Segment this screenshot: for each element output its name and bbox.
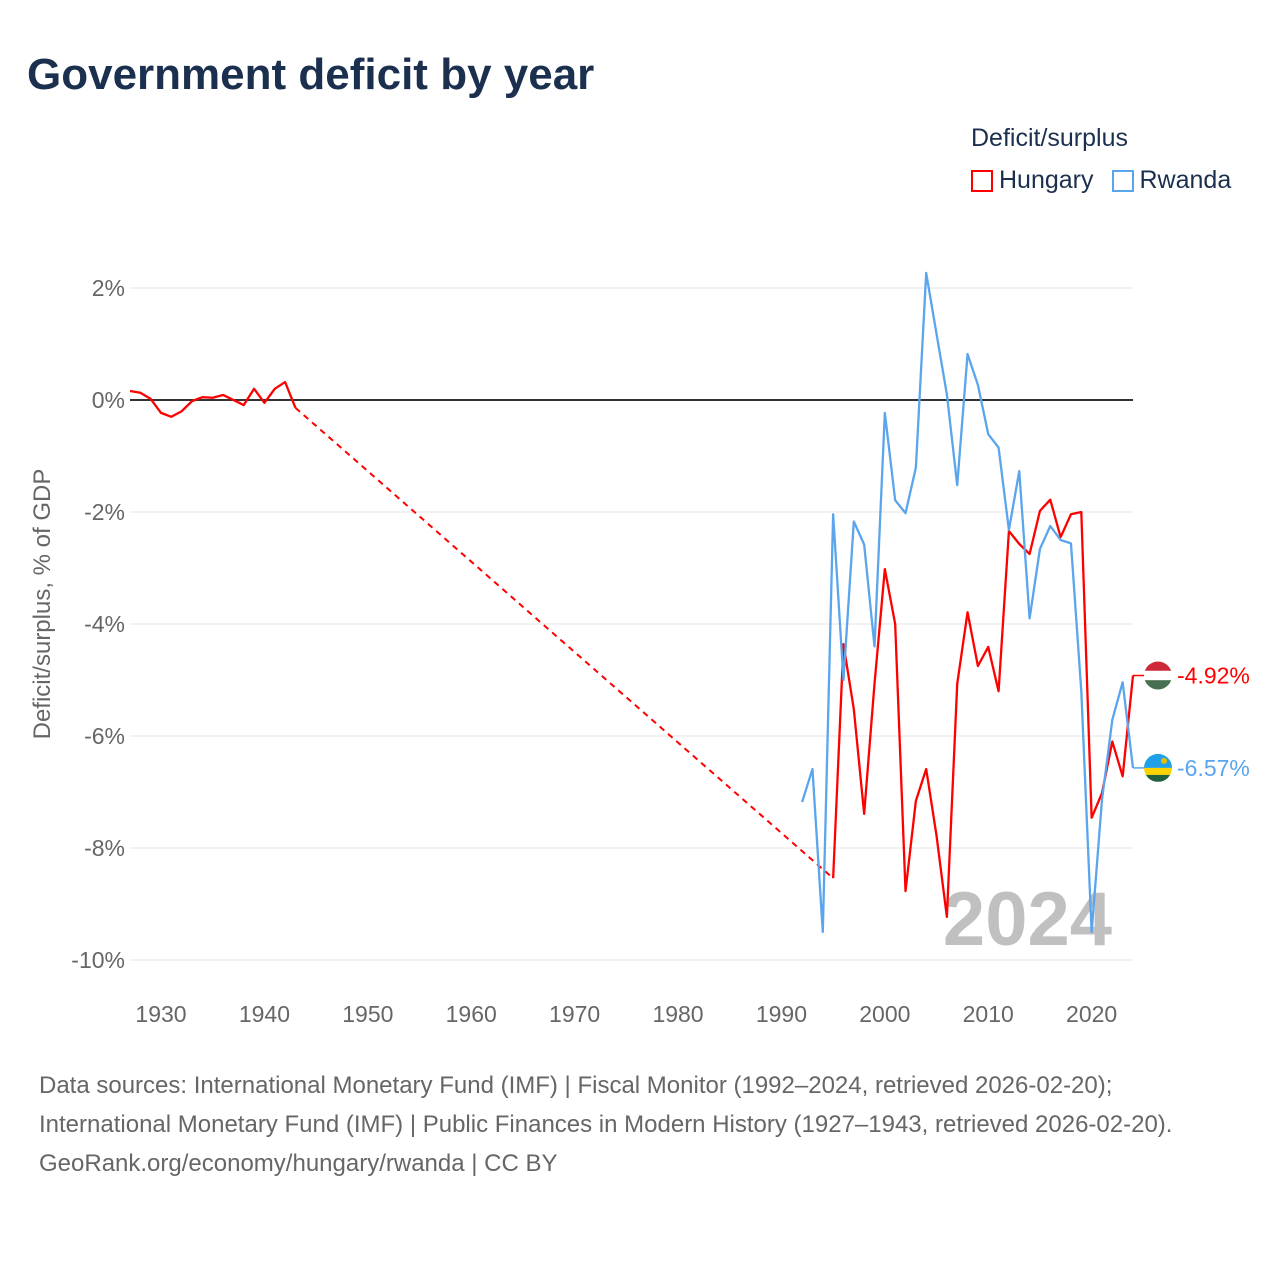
plot-area: 2024 2% 0% -2% -4% -6% -8% -10% 1930 1940 1950 196… (29, 271, 1250, 1027)
y-tick-label: -8% (84, 835, 125, 861)
legend-label-hungary: Hungary (999, 166, 1094, 194)
legend-swatch-hungary (971, 169, 993, 192)
series-line-hungary (831, 498, 1135, 919)
y-tick-label: -6% (84, 723, 125, 749)
series-line-rwanda (801, 271, 1135, 934)
end-value-label-rwanda: -6.57% (1177, 755, 1250, 781)
y-tick-label: -10% (71, 947, 125, 973)
credit-link[interactable]: GeoRank.org/economy/hungary/rwanda | CC … (39, 1150, 558, 1177)
x-tick-label: 2010 (963, 1001, 1014, 1027)
x-tick-label: 1930 (135, 1001, 186, 1027)
legend: Hungary Rwanda (971, 166, 1231, 195)
y-tick-label: 2% (92, 275, 125, 301)
legend-swatch-rwanda (1111, 169, 1134, 192)
y-tick-label: -2% (84, 499, 125, 525)
legend-item-hungary[interactable]: Hungary (971, 166, 1094, 195)
x-tick-label: 2020 (1066, 1001, 1117, 1027)
x-tick-label: 1960 (446, 1001, 497, 1027)
legend-label-rwanda: Rwanda (1139, 166, 1232, 194)
legend-item-rwanda[interactable]: Rwanda (1111, 166, 1232, 195)
series-gap-hungary (294, 407, 834, 879)
data-sources: Data sources: International Monetary Fun… (39, 1072, 1173, 1138)
x-tick-label: 1970 (549, 1001, 600, 1027)
x-tick-label: 1950 (342, 1001, 393, 1027)
series-line-hungary (129, 380, 297, 418)
x-tick-label: 1980 (652, 1001, 703, 1027)
y-tick-label: -4% (84, 611, 125, 637)
x-tick-label: 1990 (756, 1001, 807, 1027)
footer: Data sources: International Monetary Fun… (39, 1066, 1239, 1183)
chart-title: Government deficit by year (27, 50, 595, 99)
x-tick-label: 2000 (859, 1001, 910, 1027)
y-axis-label: Deficit/surplus, % of GDP (29, 469, 56, 740)
end-value-label-hungary: -4.92% (1177, 663, 1250, 689)
y-tick-label: 0% (92, 387, 125, 413)
x-tick-label: 1940 (239, 1001, 290, 1027)
flag-rwanda-icon (1144, 753, 1172, 782)
flag-hungary-icon (1144, 661, 1172, 690)
legend-title: Deficit/surplus (971, 124, 1128, 152)
year-watermark: 2024 (943, 877, 1112, 962)
